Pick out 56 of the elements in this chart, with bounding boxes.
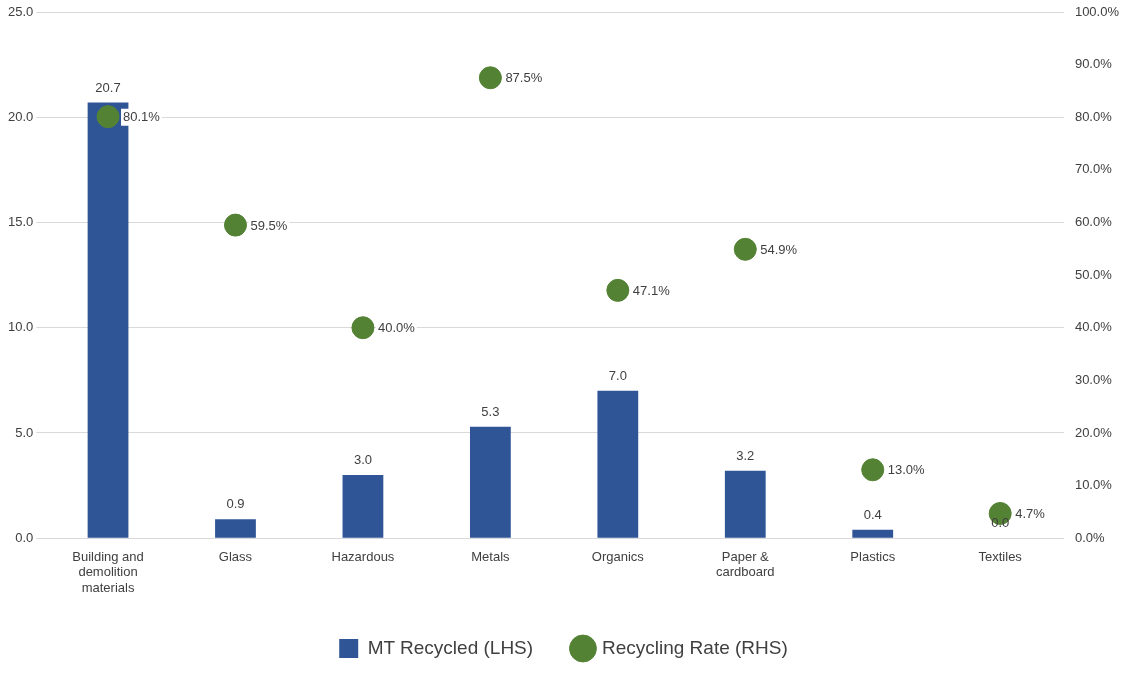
y2-tick-label: 20.0% [1074,424,1113,440]
data-label: 40.0% [377,320,416,336]
point [606,278,630,302]
x-tick-label: Metals [471,548,511,564]
point [351,316,375,340]
data-label: 54.9% [760,241,798,257]
bar [469,426,511,538]
bar [342,475,384,538]
data-label: 3.0 [353,452,372,468]
point [96,105,120,129]
data-label: 80.1% [123,109,161,125]
data-label: 13.0% [887,462,926,478]
y-tick-label: 0.0 [15,529,34,545]
data-label: 20.7 [95,79,121,95]
legend-label: MT Recycled (LHS) [367,636,534,658]
bar [724,470,766,538]
data-label: 4.7% [1015,506,1046,522]
bar [215,519,256,538]
x-tick-label: Plastics [850,548,896,564]
y2-tick-label: 30.0% [1074,371,1113,387]
data-label: 7.0 [608,367,627,383]
y-tick-label: 20.0 [7,108,34,124]
point [861,458,885,482]
point [733,237,757,261]
y2-tick-label: 80.0% [1074,108,1113,124]
point [223,213,247,237]
y-tick-label: 5.0 [15,424,34,440]
bar [597,390,639,538]
x-tick-label: Glass [218,548,253,564]
y2-tick-label: 40.0% [1074,319,1113,335]
legend-label: Recycling Rate (RHS) [601,636,788,658]
x-tick-label: Building and demolition materials [72,548,144,595]
y-tick-label: 15.0 [7,214,34,230]
y2-tick-label: 0.0% [1074,529,1105,545]
data-label: 47.1% [632,282,671,298]
y2-tick-label: 10.0% [1074,477,1113,493]
data-label: 87.5% [505,70,543,86]
y-tick-label: 25.0 [7,3,34,19]
point [478,66,502,90]
data-label: 5.3 [481,403,500,419]
data-label: 59.5% [250,217,288,233]
y2-tick-label: 50.0% [1074,266,1113,282]
x-tick-label: Hazardous [331,548,395,564]
x-tick-label: Organics [591,548,645,564]
data-label: 3.2 [736,447,755,463]
x-tick-label: Textiles [978,548,1023,564]
bar [852,529,894,538]
y2-tick-label: 70.0% [1074,161,1113,177]
y-tick-label: 10.0 [7,319,34,335]
data-label: 0.4 [863,506,882,522]
y2-tick-label: 90.0% [1074,56,1113,72]
data-label: 0.9 [226,496,245,512]
y2-tick-label: 60.0% [1074,214,1113,230]
x-tick-label: Paper & cardboard [716,548,775,580]
y2-tick-label: 100.0% [1074,3,1120,19]
data-label: 0.0 [991,515,1010,531]
